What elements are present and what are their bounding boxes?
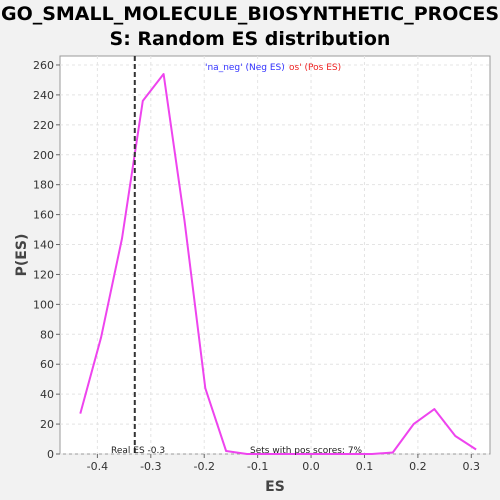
y-tick-label: 140 xyxy=(33,239,54,252)
y-tick-label: 240 xyxy=(33,89,54,102)
y-tick-label: 60 xyxy=(40,358,54,371)
x-axis-label: ES xyxy=(265,479,285,495)
y-tick-label: 100 xyxy=(33,298,54,311)
y-tick-label: 220 xyxy=(33,119,54,132)
y-tick-label: 120 xyxy=(33,268,54,281)
y-axis: 0 20 40 60 80 100 120 140 160 180 200 220 240 260 xyxy=(33,59,60,461)
x-tick-label: 0.3 xyxy=(463,460,481,473)
x-tick-label: -0.4 xyxy=(87,460,108,473)
x-tick-label: 0.2 xyxy=(409,460,427,473)
y-tick-label: 160 xyxy=(33,209,54,222)
x-tick-label: 0.0 xyxy=(302,460,320,473)
legend-neg-es: 'na_neg' (Neg ES) xyxy=(205,63,285,73)
x-tick-label: 0.1 xyxy=(356,460,374,473)
y-axis-label: P(ES) xyxy=(14,234,30,277)
legend-pos-es: os' (Pos ES) xyxy=(289,63,341,73)
x-tick-label: -0.2 xyxy=(193,460,214,473)
y-tick-label: 0 xyxy=(47,448,54,461)
y-tick-label: 40 xyxy=(40,388,54,401)
x-axis: -0.4 -0.3 -0.2 -0.1 0.0 0.1 0.2 0.3 xyxy=(87,454,480,473)
x-tick-label: -0.1 xyxy=(247,460,268,473)
y-tick-label: 180 xyxy=(33,179,54,192)
y-tick-label: 200 xyxy=(33,149,54,162)
real-es-label: Real ES -0.3 xyxy=(111,446,165,456)
pos-scores-label: Sets with pos scores: 7% xyxy=(250,446,363,456)
plot-area xyxy=(60,56,490,454)
x-tick-label: -0.3 xyxy=(140,460,161,473)
y-tick-label: 260 xyxy=(33,59,54,72)
y-tick-label: 20 xyxy=(40,418,54,431)
y-tick-label: 80 xyxy=(40,328,54,341)
